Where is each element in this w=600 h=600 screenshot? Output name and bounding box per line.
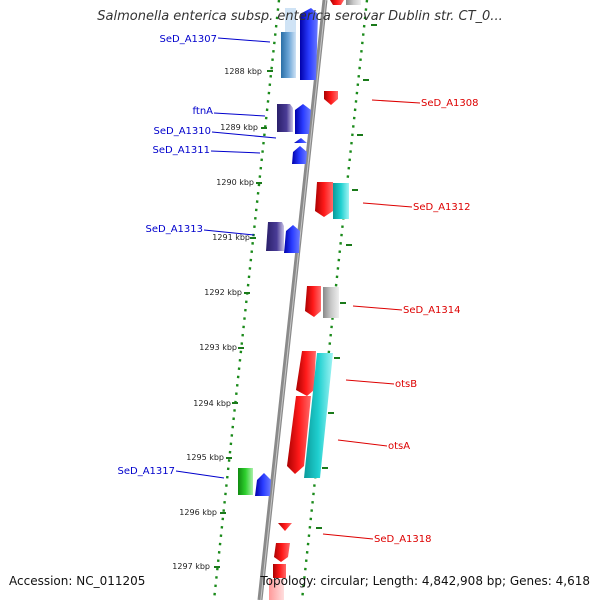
gene-label-otsB[interactable]: otsB <box>395 379 417 390</box>
genome-backbone <box>257 0 328 600</box>
gene-SeD_A1318-b[interactable] <box>274 543 290 562</box>
gene-otsB[interactable] <box>296 351 316 396</box>
reverse-genes <box>269 0 361 600</box>
gene-SeD_A1314-a[interactable] <box>305 286 321 317</box>
gene-otsA[interactable] <box>287 396 311 474</box>
gene-label-SeD_A1317[interactable]: SeD_A1317 <box>118 466 176 477</box>
gene-bottom-pink[interactable] <box>269 579 284 600</box>
gene-SeD_A1310[interactable] <box>295 104 311 134</box>
gene-SeD_A1311-a[interactable] <box>294 138 307 143</box>
gene-SeD_A1307b[interactable] <box>300 8 318 80</box>
gene-SeD_A1307-top <box>285 8 296 32</box>
tick-label: 1294 kbp <box>193 399 231 408</box>
gene-SeD_A1312-a[interactable] <box>315 182 333 217</box>
tick-label: 1293 kbp <box>199 343 237 352</box>
accession-text: Accession: NC_011205 <box>9 574 146 588</box>
gene-label-SeD_A1313[interactable]: SeD_A1313 <box>146 224 204 235</box>
gene-SeD_A1313-b[interactable] <box>284 225 300 253</box>
gene-SeD_A1312-b[interactable] <box>333 183 349 219</box>
gene-label-SeD_A1308[interactable]: SeD_A1308 <box>421 98 479 109</box>
gene-label-otsA[interactable]: otsA <box>388 441 410 452</box>
genome-backbone-highlight <box>260 0 327 600</box>
tick-label: 1288 kbp <box>224 67 262 76</box>
gene-SeD_A1314-b[interactable] <box>323 287 339 318</box>
tick-label: 1289 kbp <box>220 123 258 132</box>
gene-label-SeD_A1312[interactable]: SeD_A1312 <box>413 202 471 213</box>
gene-label-SeD_A1310[interactable]: SeD_A1310 <box>154 126 212 137</box>
tick-label: 1297 kbp <box>172 562 210 571</box>
gene-otsA-cyan[interactable] <box>304 353 333 478</box>
gene-label-SeD_A1307[interactable]: SeD_A1307 <box>160 34 218 45</box>
gene-label-SeD_A1311[interactable]: SeD_A1311 <box>153 145 211 156</box>
forward-genes <box>238 8 318 496</box>
gene-top-gray[interactable] <box>346 0 361 5</box>
topology-text: Topology: circular; Length: 4,842,908 bp… <box>260 574 590 588</box>
forward-label-lines <box>175 37 277 479</box>
gene-SeD_A1313-a[interactable] <box>266 222 284 251</box>
gene-SeD_A1318-a[interactable] <box>278 523 292 531</box>
tick-label: 1296 kbp <box>179 508 217 517</box>
gene-SeD_A1307[interactable] <box>281 32 296 78</box>
gene-SeD_A1317-a[interactable] <box>238 468 253 495</box>
gene-label-SeD_A1314[interactable]: SeD_A1314 <box>403 305 461 316</box>
gene-label-ftnA[interactable]: ftnA <box>193 106 214 117</box>
gene-SeD_A1318-c[interactable] <box>273 564 286 578</box>
tick-label: 1290 kbp <box>216 178 254 187</box>
gene-SeD_A1311-b[interactable] <box>292 146 307 164</box>
tick-label: 1292 kbp <box>204 288 242 297</box>
reverse-label-lines <box>322 99 421 540</box>
forward-labels: SeD_A1307 ftnA SeD_A1310 SeD_A1311 SeD_A… <box>118 34 218 477</box>
gene-top-red[interactable] <box>330 0 344 5</box>
tick-label: 1291 kbp <box>212 233 250 242</box>
gene-label-SeD_A1318[interactable]: SeD_A1318 <box>374 534 432 545</box>
gene-ftnA[interactable] <box>277 104 293 132</box>
gene-SeD_A1317-b[interactable] <box>255 473 271 496</box>
tick-marks <box>214 24 377 568</box>
gene-SeD_A1308[interactable] <box>324 91 338 105</box>
reverse-labels: SeD_A1308 SeD_A1312 SeD_A1314 otsB otsA … <box>374 98 479 545</box>
tick-label: 1295 kbp <box>186 453 224 462</box>
map-title: Salmonella enterica subsp. enterica sero… <box>97 9 503 24</box>
tick-labels: 1288 kbp 1289 kbp 1290 kbp 1291 kbp 1292… <box>172 67 262 571</box>
